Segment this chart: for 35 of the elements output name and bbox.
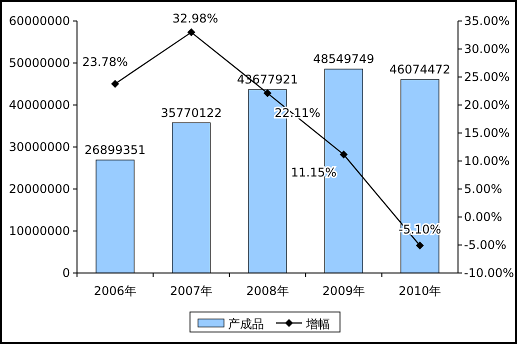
- legend-label: 产成品: [228, 317, 264, 331]
- y2-tick-label: 20.00%: [464, 98, 510, 112]
- data-label: 48549749: [313, 52, 374, 66]
- point: [111, 80, 120, 88]
- y-tick-label: 40000000: [8, 98, 70, 112]
- data-label: 32.98%: [172, 11, 218, 26]
- data-label: 35770122: [160, 106, 222, 120]
- y2-tick-label: 35.00%: [464, 14, 510, 28]
- x-tick-label: 2010年: [398, 284, 442, 298]
- y2-tick-label: 30.00%: [464, 42, 510, 56]
- y-tick-label: 50000000: [8, 56, 70, 70]
- x-tick-label: 2007年: [170, 284, 213, 298]
- y2-tick-label: 0.00%: [464, 210, 502, 224]
- y2-tick-label: -10.00%: [464, 266, 514, 280]
- point: [416, 242, 424, 250]
- data-label: 23.78%: [82, 54, 128, 69]
- y2-tick-label: -5.00%: [464, 238, 506, 252]
- data-label: 26899351: [84, 143, 146, 158]
- y-tick-label: 0: [62, 266, 70, 280]
- x-tick-label: 2006年: [94, 284, 136, 298]
- x-tick-label: 2008年: [246, 284, 289, 298]
- y2-tick-label: 25.00%: [464, 70, 510, 84]
- y-tick-label: 10000000: [8, 224, 70, 238]
- point: [340, 150, 348, 159]
- y2-tick-label: 10.00%: [464, 154, 510, 168]
- point: [187, 28, 196, 36]
- y2-tick-label: 5.00%: [464, 182, 502, 196]
- y2-tick-label: 15.00%: [464, 126, 510, 140]
- point: [264, 89, 272, 98]
- y-tick-label: 30000000: [8, 140, 70, 154]
- legend-label: 增幅: [305, 317, 330, 331]
- y-tick-label: 20000000: [8, 182, 70, 196]
- data-label: 46074472: [389, 62, 450, 76]
- x-tick-label: 2009年: [322, 284, 365, 298]
- y-tick-label: 60000000: [8, 14, 70, 28]
